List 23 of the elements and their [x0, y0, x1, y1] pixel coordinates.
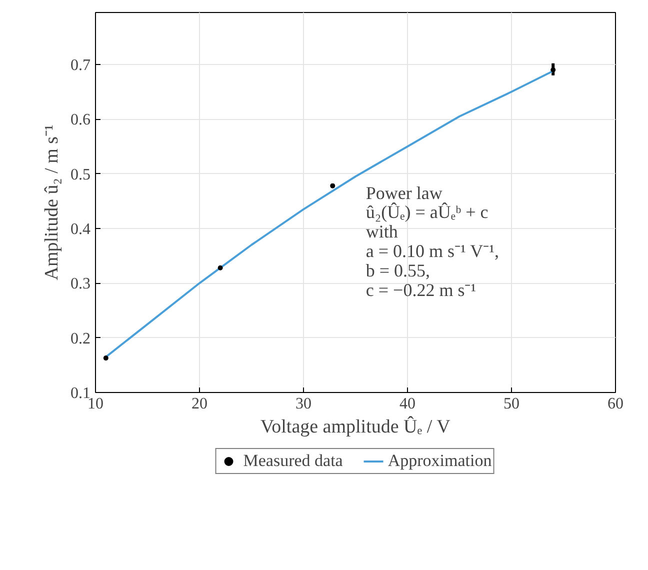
y-tick-label: 0.4 — [70, 220, 90, 238]
x-tick-label: 30 — [296, 396, 312, 412]
y-axis-title: Amplitude û₂ / m s⁻¹ — [42, 124, 62, 280]
x-tick-label: 60 — [608, 396, 624, 412]
x-tick-label: 10 — [88, 396, 104, 412]
x-tick-label: 50 — [504, 396, 520, 412]
y-tick-label: 0.2 — [70, 330, 90, 348]
annotation: û₂(Ûₑ) = aÛₑᵇ + c — [366, 202, 488, 222]
x-tick-label: 20 — [192, 396, 208, 412]
y-tick-label: 0.6 — [70, 112, 90, 129]
annotation: Power law — [366, 182, 442, 203]
y-tick-label: 0.3 — [70, 276, 90, 293]
annotation: c = −0.22 m s⁻¹ — [366, 280, 476, 300]
x-axis-title: Voltage amplitude Ûₑ / V — [260, 416, 451, 438]
annotation: b = 0.55, — [366, 260, 430, 280]
y-tick-label: 0.1 — [70, 385, 90, 402]
legend-label: Measured data — [243, 451, 343, 471]
legend-label: Approximation — [388, 451, 492, 471]
annotation: a = 0.10 m s⁻¹ V⁻¹, — [366, 241, 500, 262]
annotation: with — [366, 222, 398, 242]
y-tick-label: 0.7 — [70, 56, 90, 74]
x-tick-label: 40 — [400, 396, 416, 412]
y-tick-label: 0.5 — [70, 166, 90, 184]
